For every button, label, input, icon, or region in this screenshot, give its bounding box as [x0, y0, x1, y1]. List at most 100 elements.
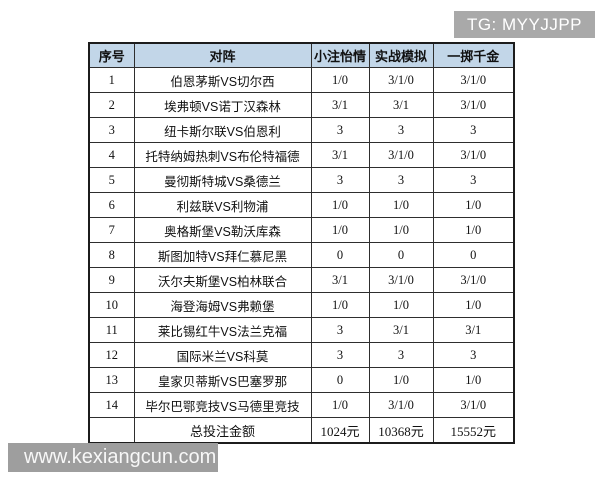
no-cell: 8: [88, 242, 135, 268]
no-cell: 5: [88, 167, 135, 193]
header-small-bet: 小注怡情: [310, 42, 370, 68]
small-cell: 3: [310, 342, 370, 368]
header-simulation: 实战模拟: [368, 42, 434, 68]
table-row: 14 毕尔巴鄂竞技VS马德里竞技 1/0 3/1/0 3/1/0: [88, 392, 515, 418]
no-cell: 12: [88, 342, 135, 368]
match-cell: 托特纳姆热刺VS布伦特福德: [133, 142, 312, 168]
small-cell: 1/0: [310, 67, 370, 93]
table-row: 1 伯恩茅斯VS切尔西 1/0 3/1/0 3/1/0: [88, 67, 515, 93]
table-row: 10 海登海姆VS弗赖堡 1/0 1/0 1/0: [88, 292, 515, 318]
no-cell: 11: [88, 317, 135, 343]
match-cell: 沃尔夫斯堡VS柏林联合: [133, 267, 312, 293]
table-footer: 总投注金额 1024元 10368元 15552元: [88, 417, 515, 444]
big-cell: 3/1/0: [432, 392, 515, 418]
match-cell: 埃弗顿VS诺丁汉森林: [133, 92, 312, 118]
no-cell: 4: [88, 142, 135, 168]
big-cell: 1/0: [432, 367, 515, 393]
big-cell: 3/1/0: [432, 267, 515, 293]
match-cell: 奥格斯堡VS勒沃库森: [133, 217, 312, 243]
no-cell: 9: [88, 267, 135, 293]
sim-cell: 0: [368, 242, 434, 268]
small-cell: 0: [310, 367, 370, 393]
match-cell: 莱比锡红牛VS法兰克福: [133, 317, 312, 343]
table-row: 4 托特纳姆热刺VS布伦特福德 3/1 3/1/0 3/1/0: [88, 142, 515, 168]
total-sim-cell: 10368元: [368, 417, 434, 444]
small-cell: 3/1: [310, 92, 370, 118]
match-cell: 国际米兰VS科莫: [133, 342, 312, 368]
table-row: 13 皇家贝蒂斯VS巴塞罗那 0 1/0 1/0: [88, 367, 515, 393]
sim-cell: 3/1/0: [368, 142, 434, 168]
small-cell: 3/1: [310, 267, 370, 293]
big-cell: 3/1/0: [432, 92, 515, 118]
no-cell: 3: [88, 117, 135, 143]
sim-cell: 3/1/0: [368, 267, 434, 293]
small-cell: 3: [310, 317, 370, 343]
total-big-cell: 15552元: [432, 417, 515, 444]
small-cell: 3: [310, 117, 370, 143]
big-cell: 0: [432, 242, 515, 268]
big-cell: 1/0: [432, 292, 515, 318]
total-label-cell: 总投注金额: [133, 417, 312, 444]
site-watermark: www.kexiangcun.com: [8, 443, 218, 472]
table-row: 12 国际米兰VS科莫 3 3 3: [88, 342, 515, 368]
match-cell: 斯图加特VS拜仁慕尼黑: [133, 242, 312, 268]
small-cell: 3: [310, 167, 370, 193]
header-row: 序号 对阵 小注怡情 实战模拟 一掷千金: [88, 42, 515, 68]
big-cell: 1/0: [432, 192, 515, 218]
match-cell: 皇家贝蒂斯VS巴塞罗那: [133, 367, 312, 393]
table-row: 8 斯图加特VS拜仁慕尼黑 0 0 0: [88, 242, 515, 268]
table-row: 11 莱比锡红牛VS法兰克福 3 3/1 3/1: [88, 317, 515, 343]
big-cell: 3: [432, 117, 515, 143]
table-body: 1 伯恩茅斯VS切尔西 1/0 3/1/0 3/1/0 2 埃弗顿VS诺丁汉森林 3/1 3/1…: [88, 67, 515, 418]
small-cell: 3/1: [310, 142, 370, 168]
sim-cell: 3: [368, 342, 434, 368]
no-cell: 6: [88, 192, 135, 218]
telegram-contact-badge: TG: MYYJJPP: [454, 11, 595, 38]
header-big-bet: 一掷千金: [432, 42, 515, 68]
small-cell: 1/0: [310, 192, 370, 218]
header-index: 序号: [88, 42, 135, 68]
sim-cell: 1/0: [368, 217, 434, 243]
big-cell: 1/0: [432, 217, 515, 243]
match-cell: 纽卡斯尔联VS伯恩利: [133, 117, 312, 143]
match-cell: 伯恩茅斯VS切尔西: [133, 67, 312, 93]
table-row: 2 埃弗顿VS诺丁汉森林 3/1 3/1 3/1/0: [88, 92, 515, 118]
sim-cell: 1/0: [368, 367, 434, 393]
total-index-cell: [88, 417, 135, 444]
sim-cell: 3: [368, 117, 434, 143]
no-cell: 7: [88, 217, 135, 243]
table-row: 5 曼彻斯特城VS桑德兰 3 3 3: [88, 167, 515, 193]
sim-cell: 1/0: [368, 192, 434, 218]
big-cell: 3/1/0: [432, 67, 515, 93]
no-cell: 13: [88, 367, 135, 393]
table-row: 7 奥格斯堡VS勒沃库森 1/0 1/0 1/0: [88, 217, 515, 243]
no-cell: 14: [88, 392, 135, 418]
match-cell: 海登海姆VS弗赖堡: [133, 292, 312, 318]
sim-cell: 1/0: [368, 292, 434, 318]
no-cell: 10: [88, 292, 135, 318]
header-matchup: 对阵: [133, 42, 312, 68]
big-cell: 3/1: [432, 317, 515, 343]
total-row: 总投注金额 1024元 10368元 15552元: [88, 417, 515, 444]
big-cell: 3/1/0: [432, 142, 515, 168]
table-header: 序号 对阵 小注怡情 实战模拟 一掷千金: [88, 42, 515, 68]
predictions-table: 序号 对阵 小注怡情 实战模拟 一掷千金 1 伯恩茅斯VS切尔西 1/0 3/1/0 3…: [88, 42, 515, 444]
sim-cell: 3: [368, 167, 434, 193]
big-cell: 3: [432, 342, 515, 368]
table-row: 3 纽卡斯尔联VS伯恩利 3 3 3: [88, 117, 515, 143]
small-cell: 1/0: [310, 392, 370, 418]
total-small-cell: 1024元: [310, 417, 370, 444]
match-cell: 曼彻斯特城VS桑德兰: [133, 167, 312, 193]
small-cell: 0: [310, 242, 370, 268]
small-cell: 1/0: [310, 217, 370, 243]
sim-cell: 3/1: [368, 317, 434, 343]
small-cell: 1/0: [310, 292, 370, 318]
no-cell: 2: [88, 92, 135, 118]
sim-cell: 3/1: [368, 92, 434, 118]
table-row: 6 利兹联VS利物浦 1/0 1/0 1/0: [88, 192, 515, 218]
no-cell: 1: [88, 67, 135, 93]
big-cell: 3: [432, 167, 515, 193]
match-cell: 利兹联VS利物浦: [133, 192, 312, 218]
sim-cell: 3/1/0: [368, 392, 434, 418]
table-row: 9 沃尔夫斯堡VS柏林联合 3/1 3/1/0 3/1/0: [88, 267, 515, 293]
